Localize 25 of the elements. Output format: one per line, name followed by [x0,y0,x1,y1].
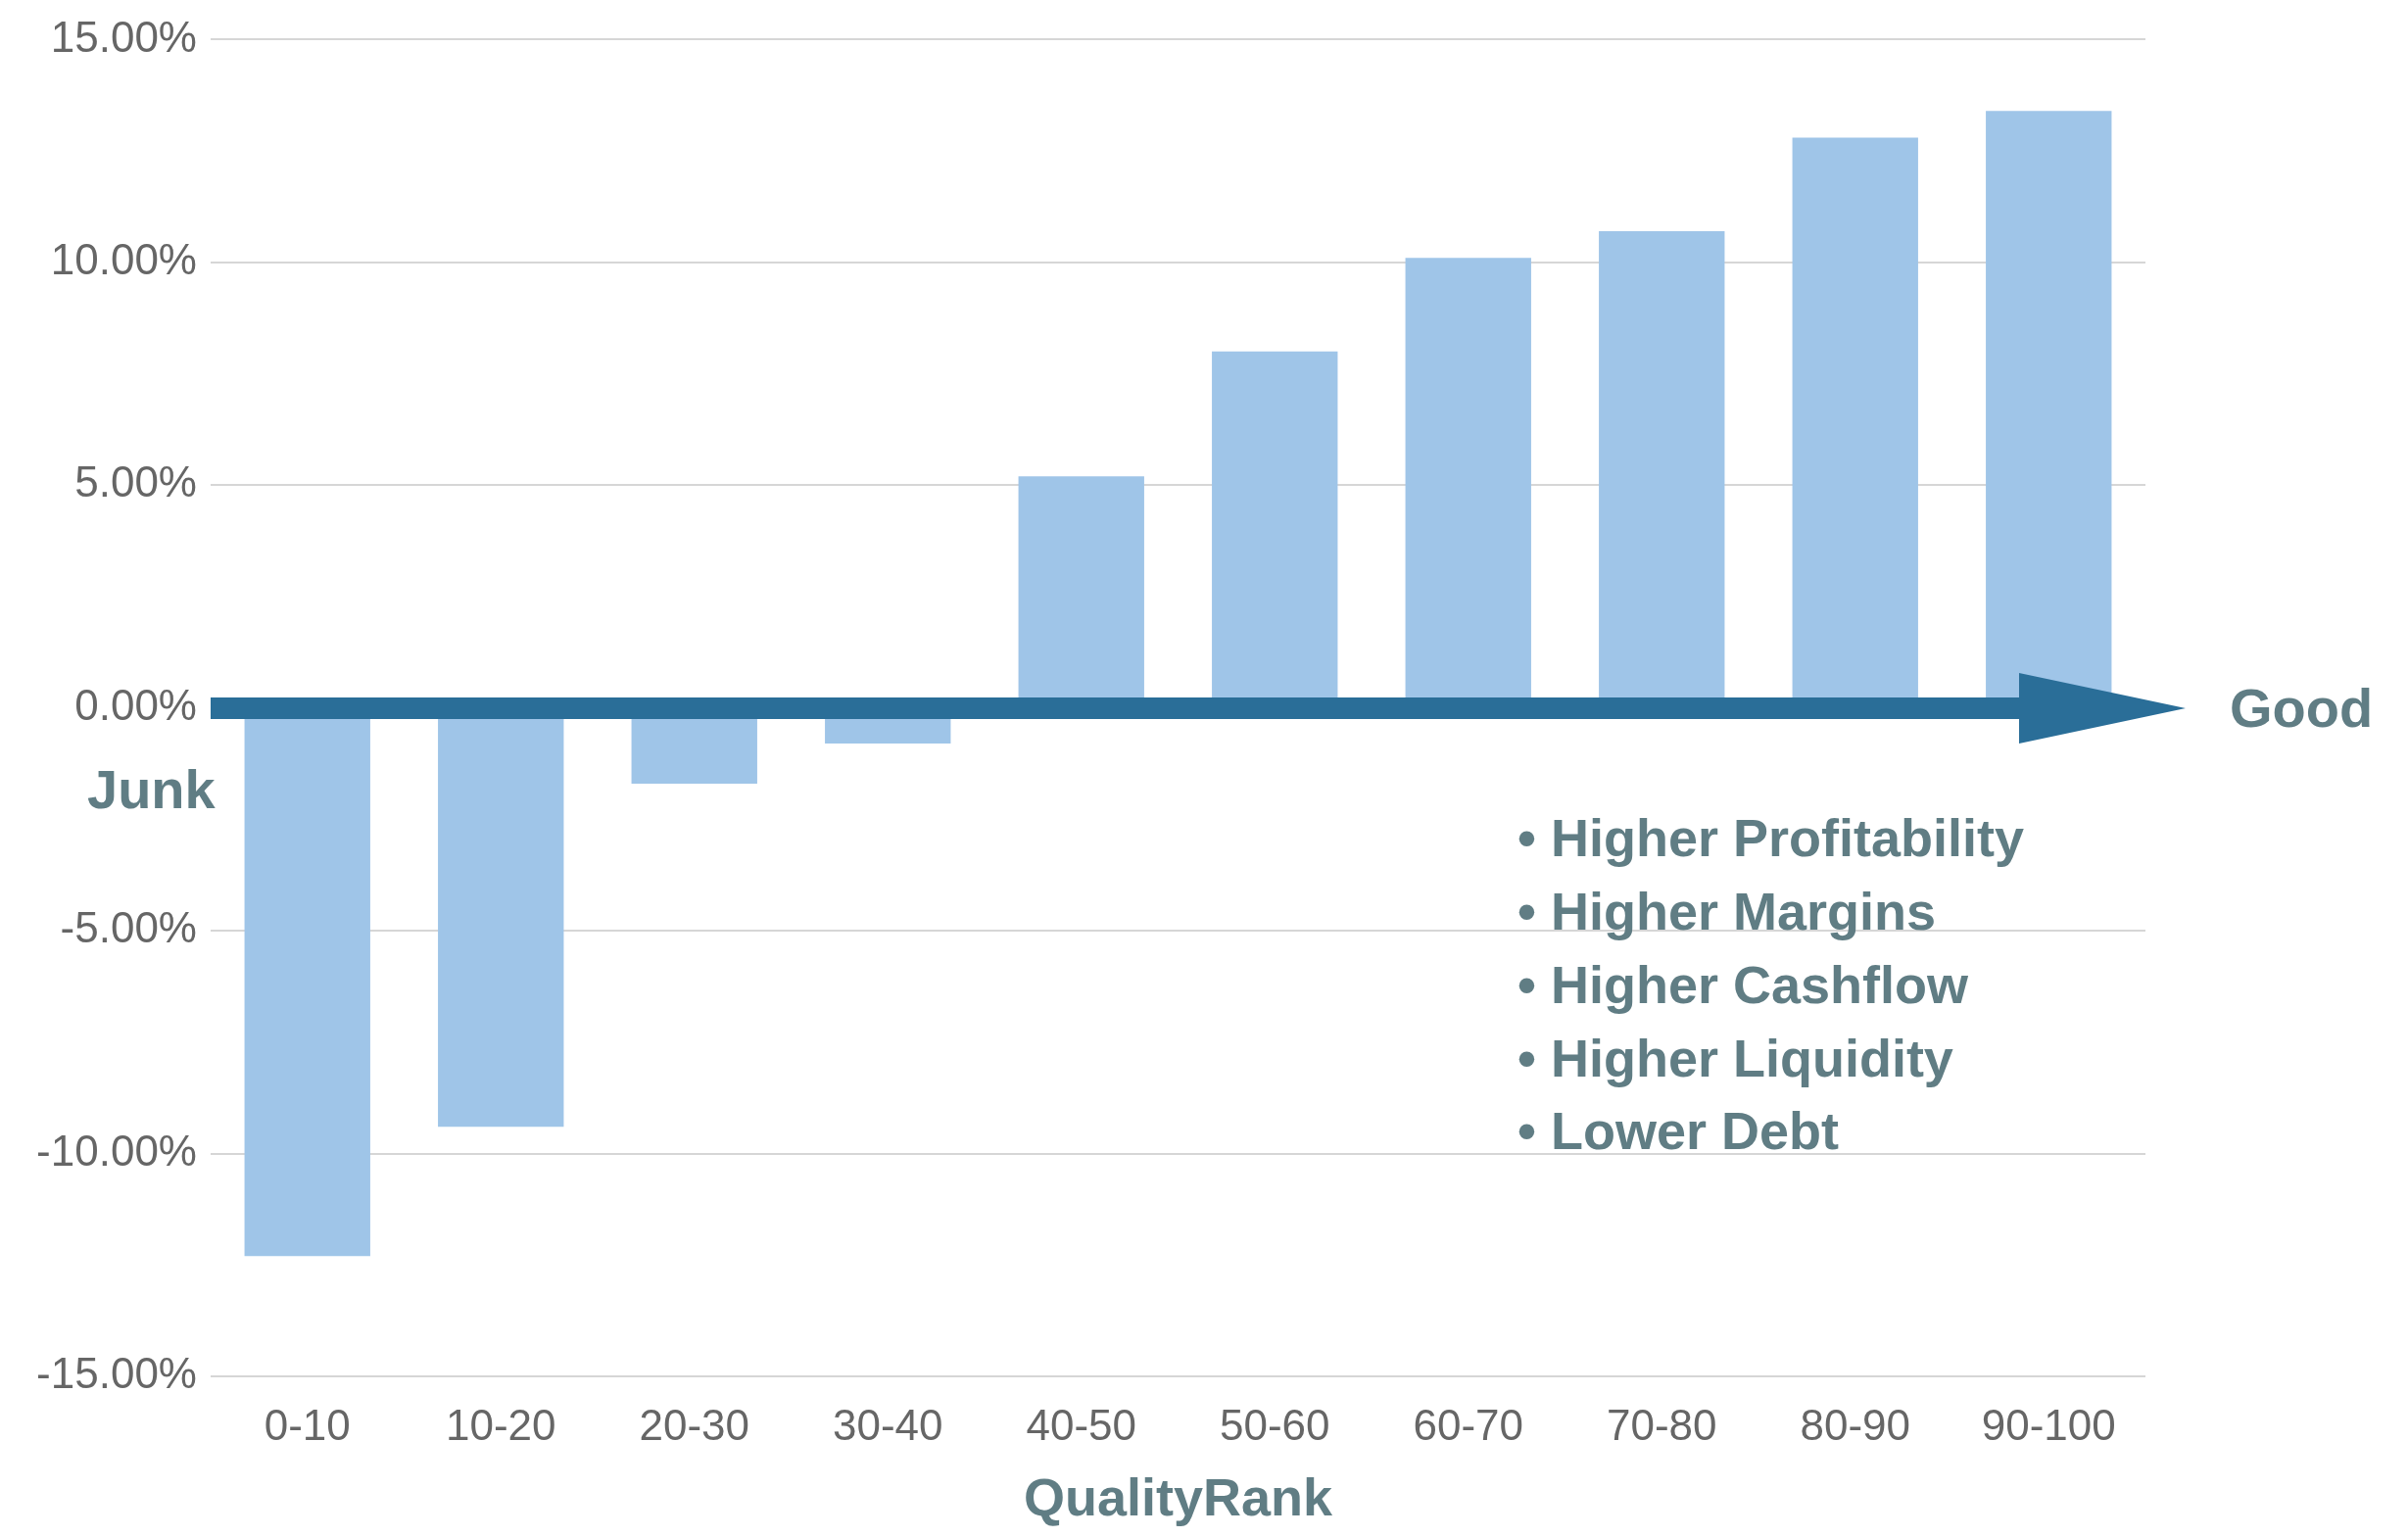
y-tick-label: -10.00% [36,1126,197,1175]
x-axis-title: QualityRank [1023,1467,1334,1527]
annotation: • Higher Cashflow [1517,954,1968,1014]
y-tick-label: -15.00% [36,1349,197,1398]
text: Good [2230,676,2374,739]
x-tick-label: 20-30 [639,1400,750,1449]
y-tick-label: 15.00% [50,12,197,61]
x-tick-label: 10-20 [445,1400,556,1449]
y-tick-label: 0.00% [74,680,197,729]
annotation: • Higher Margins [1517,881,1936,940]
x-tick-label: 50-60 [1219,1400,1330,1449]
y-tick-label: -5.00% [60,903,197,952]
annotation: Junk [87,757,216,820]
x-tick-label: 90-100 [1981,1400,2116,1449]
x-tick-label: 0-10 [264,1400,351,1449]
x-tick-label: 30-40 [832,1400,943,1449]
annotation: • Higher Liquidity [1517,1028,1953,1087]
x-tick-label: 80-90 [1800,1400,1911,1449]
x-tick-label: 70-80 [1606,1400,1717,1449]
y-tick-label: 5.00% [74,457,197,506]
x-tick-label: 40-50 [1026,1400,1137,1449]
annotation: • Higher Profitability [1517,807,2024,867]
annotation: • Lower Debt [1517,1100,1839,1160]
x-tick-label: 60-70 [1413,1400,1524,1449]
y-tick-label: 10.00% [50,234,197,283]
